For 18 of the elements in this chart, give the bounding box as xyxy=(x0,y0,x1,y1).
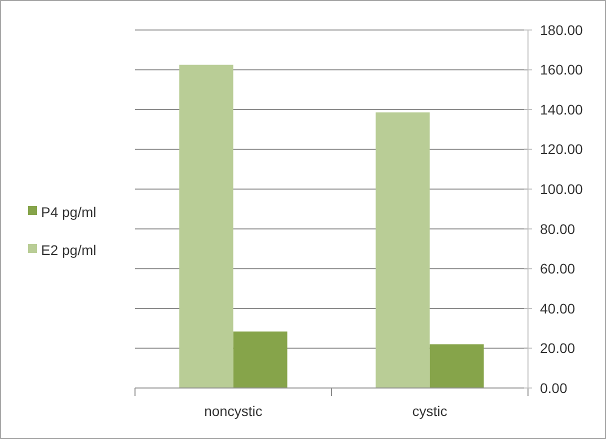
legend-label: E2 pg/ml xyxy=(41,242,96,258)
y-tick-label: 60.00 xyxy=(540,260,576,277)
bar xyxy=(430,344,484,388)
bar xyxy=(179,64,234,388)
y-tick-label: 0.00 xyxy=(540,380,568,396)
y-tick-label: 100.00 xyxy=(540,181,584,198)
y-tick-label: 160.00 xyxy=(540,62,584,78)
y-tick-label: 120.00 xyxy=(540,141,584,158)
y-tick-label: 180.00 xyxy=(540,22,584,38)
x-tick-label: cystic xyxy=(412,403,448,419)
bar xyxy=(233,332,288,388)
y-tick-label: 140.00 xyxy=(540,101,584,118)
x-tick-label: noncystic xyxy=(204,403,262,419)
y-tick-label: 20.00 xyxy=(540,340,576,356)
bar xyxy=(376,112,430,388)
y-tick-label: 40.00 xyxy=(540,300,576,316)
legend-label: P4 pg/ml xyxy=(41,204,96,220)
y-tick-label: 80.00 xyxy=(540,220,576,237)
